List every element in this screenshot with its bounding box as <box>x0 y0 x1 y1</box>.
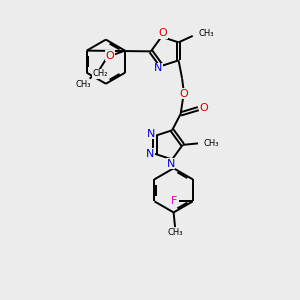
Text: N: N <box>167 159 175 169</box>
Text: O: O <box>199 103 208 113</box>
Text: N: N <box>147 128 156 139</box>
Text: N: N <box>154 63 162 73</box>
Text: CH₂: CH₂ <box>92 69 108 78</box>
Text: O: O <box>105 51 114 61</box>
Text: CH₃: CH₃ <box>204 139 219 148</box>
Text: N: N <box>146 149 154 159</box>
Text: O: O <box>179 89 188 99</box>
Text: CH₃: CH₃ <box>167 228 183 237</box>
Text: F: F <box>171 196 178 206</box>
Text: O: O <box>159 28 167 38</box>
Text: CH₃: CH₃ <box>75 80 91 89</box>
Text: CH₃: CH₃ <box>199 29 214 38</box>
